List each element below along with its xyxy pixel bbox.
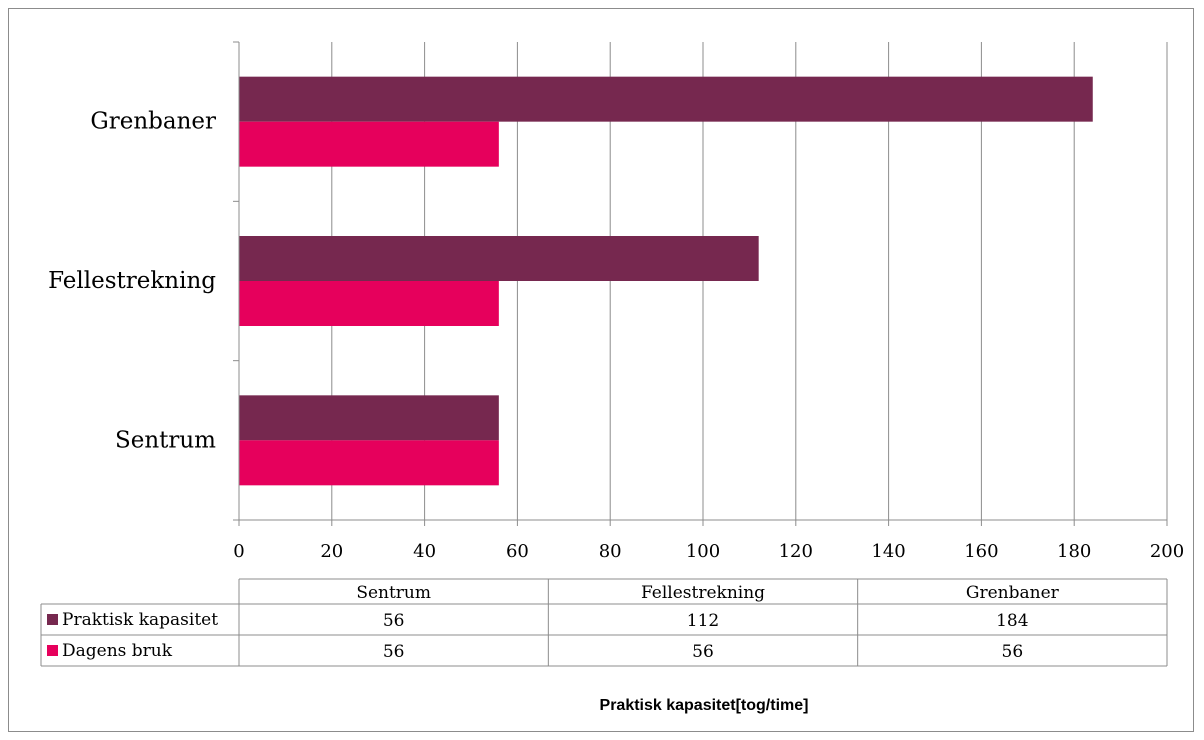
- category-labels: Sentrum Fellestrekning Grenbaner: [48, 109, 216, 454]
- bar: [239, 440, 499, 486]
- legend-label: Dagens bruk: [62, 641, 173, 661]
- category-label: Fellestrekning: [48, 268, 216, 294]
- x-tick-label: 180: [1057, 541, 1091, 562]
- bar: [239, 281, 499, 326]
- table-cell: 112: [687, 611, 719, 631]
- x-tick-label: 140: [871, 541, 905, 562]
- x-tick-label: 60: [506, 541, 529, 562]
- legend-swatch: [47, 645, 58, 656]
- x-tick-label: 120: [779, 541, 813, 562]
- table-cell: 56: [383, 611, 405, 631]
- bar: [239, 121, 499, 167]
- x-tick-label: 160: [964, 541, 998, 562]
- x-tick-label: 0: [233, 541, 244, 562]
- bars: [239, 76, 1093, 486]
- data-table: Sentrum Fellestrekning Grenbaner Praktisk k…: [40, 578, 1168, 667]
- table-header: Grenbaner: [966, 583, 1060, 603]
- table-cell: 56: [383, 642, 405, 662]
- bar: [239, 76, 1093, 122]
- x-axis-title: Praktisk kapasitet[tog/time]: [600, 697, 809, 714]
- category-label: Sentrum: [115, 427, 216, 453]
- x-tick-label: 40: [413, 541, 436, 562]
- table-header: Fellestrekning: [641, 583, 765, 603]
- bar: [239, 395, 499, 441]
- table-cell: 56: [692, 642, 714, 662]
- table-cell: 56: [1002, 642, 1024, 662]
- bar: [239, 236, 759, 281]
- axes: [233, 41, 1168, 526]
- x-tick-label: 20: [320, 541, 343, 562]
- x-tick-label: 200: [1150, 541, 1184, 562]
- x-tick-labels: 0 20 40 60 80 100 120 140 160 180 200: [233, 541, 1184, 562]
- table-cell: 184: [996, 611, 1028, 631]
- x-tick-label: 80: [599, 541, 622, 562]
- legend-label: Praktisk kapasitet: [62, 610, 218, 630]
- chart-frame: [8, 8, 1194, 732]
- category-label: Grenbaner: [90, 109, 216, 135]
- legend-swatch: [47, 614, 58, 625]
- x-tick-label: 100: [686, 541, 720, 562]
- table-header: Sentrum: [356, 583, 431, 603]
